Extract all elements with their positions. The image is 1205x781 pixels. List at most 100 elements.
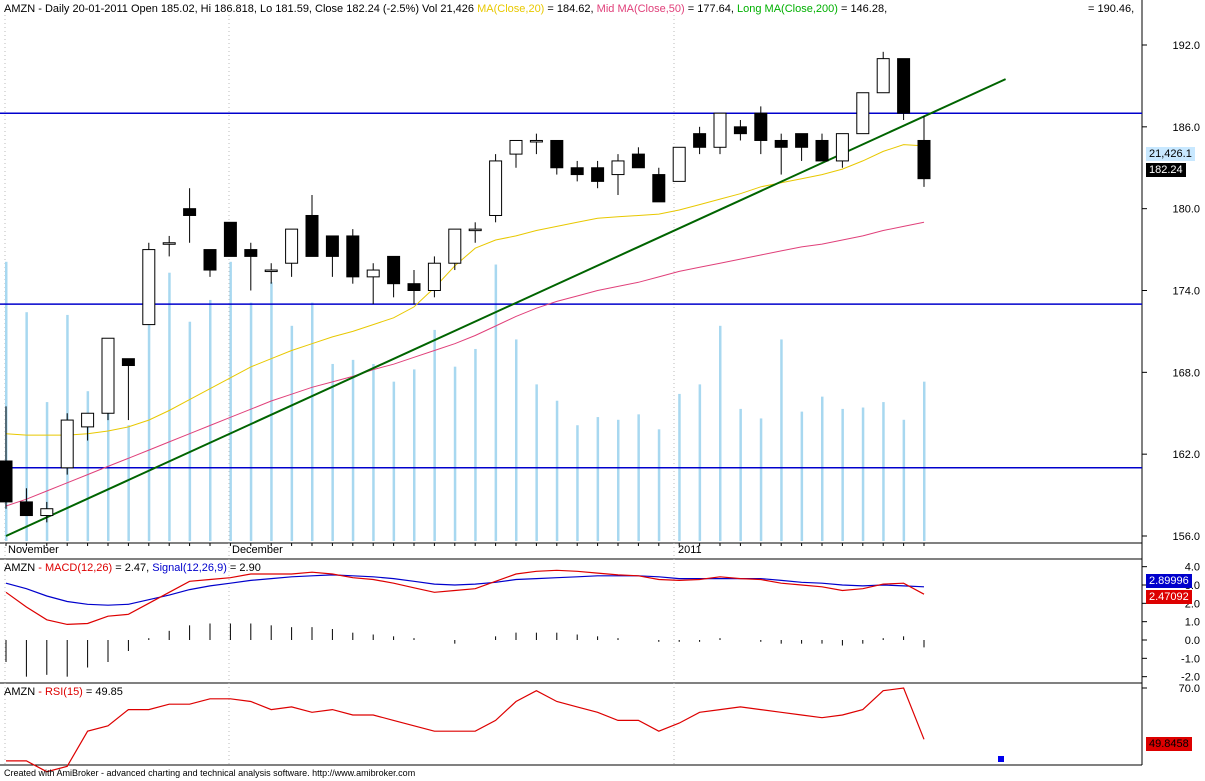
candle xyxy=(754,106,768,155)
candle-body-up xyxy=(856,92,870,135)
candle xyxy=(223,221,237,257)
volume-bar xyxy=(392,381,396,541)
price-grid xyxy=(4,15,675,765)
rsi-line xyxy=(6,687,925,773)
candle xyxy=(305,195,319,257)
candle-body-down xyxy=(183,208,197,216)
candle xyxy=(917,115,931,187)
volume-bar xyxy=(168,272,171,541)
volume-bar xyxy=(290,325,294,541)
macd-value: = 2.47, xyxy=(112,562,153,574)
macd-label: - MACD(12,26) xyxy=(35,562,113,574)
candle-body-down xyxy=(550,139,564,169)
candle xyxy=(876,51,890,94)
price-axis-label: 174.0 xyxy=(1172,286,1200,298)
volume-bar xyxy=(147,283,151,541)
macd-axis-label: 4.0 xyxy=(1185,562,1200,574)
price-axis-label: 162.0 xyxy=(1172,449,1200,461)
candle-body-up xyxy=(264,269,278,273)
candle-body-up xyxy=(162,242,176,245)
volume-bar xyxy=(780,339,783,541)
price-axis-label: 156.0 xyxy=(1172,531,1200,543)
volume-bar xyxy=(576,425,579,541)
candle xyxy=(366,263,380,305)
volume-bar xyxy=(433,329,436,541)
volume-bar xyxy=(759,418,763,541)
candle-body-up xyxy=(427,262,441,292)
month-label-december: December xyxy=(232,544,283,556)
candle xyxy=(427,256,441,298)
macd-line xyxy=(5,569,925,626)
candle-body-up xyxy=(142,249,156,326)
volume-bar xyxy=(821,396,824,541)
volume-bar xyxy=(453,366,457,541)
candle-body-down xyxy=(631,153,645,169)
candle xyxy=(60,413,74,475)
candle xyxy=(81,412,95,441)
candle-body-up xyxy=(40,508,54,517)
candle-body-down xyxy=(203,249,217,271)
moving-average-lines xyxy=(5,144,925,507)
volume-bar xyxy=(5,261,8,541)
candle-body-down xyxy=(774,139,788,148)
ma200-value: = 146.28, xyxy=(837,3,888,15)
price-summary: - Daily 20-01-2011 Open 185.02, Hi 186.8… xyxy=(35,3,475,15)
volume-bar xyxy=(107,372,110,541)
volume-bar xyxy=(555,400,559,541)
volume-bar xyxy=(474,348,477,541)
candle xyxy=(0,406,13,509)
candle xyxy=(121,358,135,421)
candle-body-down xyxy=(733,126,747,135)
candle-body-down xyxy=(570,167,584,176)
candle xyxy=(285,228,299,277)
candle-body-up xyxy=(285,228,299,264)
volume-bar xyxy=(86,391,90,541)
candle xyxy=(101,337,115,421)
macd-axis-label: -2.0 xyxy=(1181,672,1200,684)
footer-credit: Created with AmiBroker - advanced charti… xyxy=(4,768,416,778)
candle xyxy=(244,242,258,291)
volume-bar xyxy=(229,261,232,541)
volume-bar xyxy=(45,402,49,541)
rsi-ticker: AMZN xyxy=(4,686,36,698)
candle-body-up xyxy=(713,112,727,148)
rsi-axis-label: 70.0 xyxy=(1179,683,1200,695)
candle-body-down xyxy=(244,249,258,257)
volume-bar xyxy=(637,414,640,541)
price-axis-label: 192.0 xyxy=(1172,40,1200,52)
rsi-tag: 49.8458 xyxy=(1146,737,1192,751)
candle-body-down xyxy=(223,221,237,257)
candle xyxy=(407,270,421,305)
candle xyxy=(550,139,564,175)
volume-bar xyxy=(719,325,722,541)
extra-value: = 190.46, xyxy=(1088,3,1135,15)
candle-body-down xyxy=(917,139,931,180)
price-header: AMZN - Daily 20-01-2011 Open 185.02, Hi … xyxy=(4,3,887,16)
candle xyxy=(652,167,666,203)
candle-body-down xyxy=(754,112,768,141)
candle xyxy=(713,112,727,155)
volume-bar xyxy=(351,359,355,541)
candle-body-up xyxy=(81,412,95,428)
candle xyxy=(509,139,523,168)
month-label-2011: 2011 xyxy=(678,544,702,556)
volume-bar xyxy=(249,302,253,541)
volume-bar xyxy=(209,299,212,541)
axis-ticks: 192.0186.0180.0174.0168.0162.0156.04.03.… xyxy=(5,40,1200,695)
candle-body-down xyxy=(121,358,135,367)
candle xyxy=(183,188,197,243)
candle-body-up xyxy=(529,139,543,143)
candle xyxy=(346,229,360,284)
volume-bar xyxy=(657,429,661,541)
signal-label: Signal(12,26,9) xyxy=(152,562,227,574)
macd-axis-label: 1.0 xyxy=(1185,617,1200,629)
ma20-line xyxy=(5,144,925,436)
candle-body-up xyxy=(468,228,482,232)
volume-bar xyxy=(617,419,620,541)
candle xyxy=(264,263,278,284)
candle-body-up xyxy=(835,133,849,162)
candle xyxy=(40,501,54,523)
volume-bar xyxy=(372,363,375,541)
support-resistance-lines xyxy=(0,112,1142,469)
ma20-value: = 184.62, xyxy=(544,3,594,15)
